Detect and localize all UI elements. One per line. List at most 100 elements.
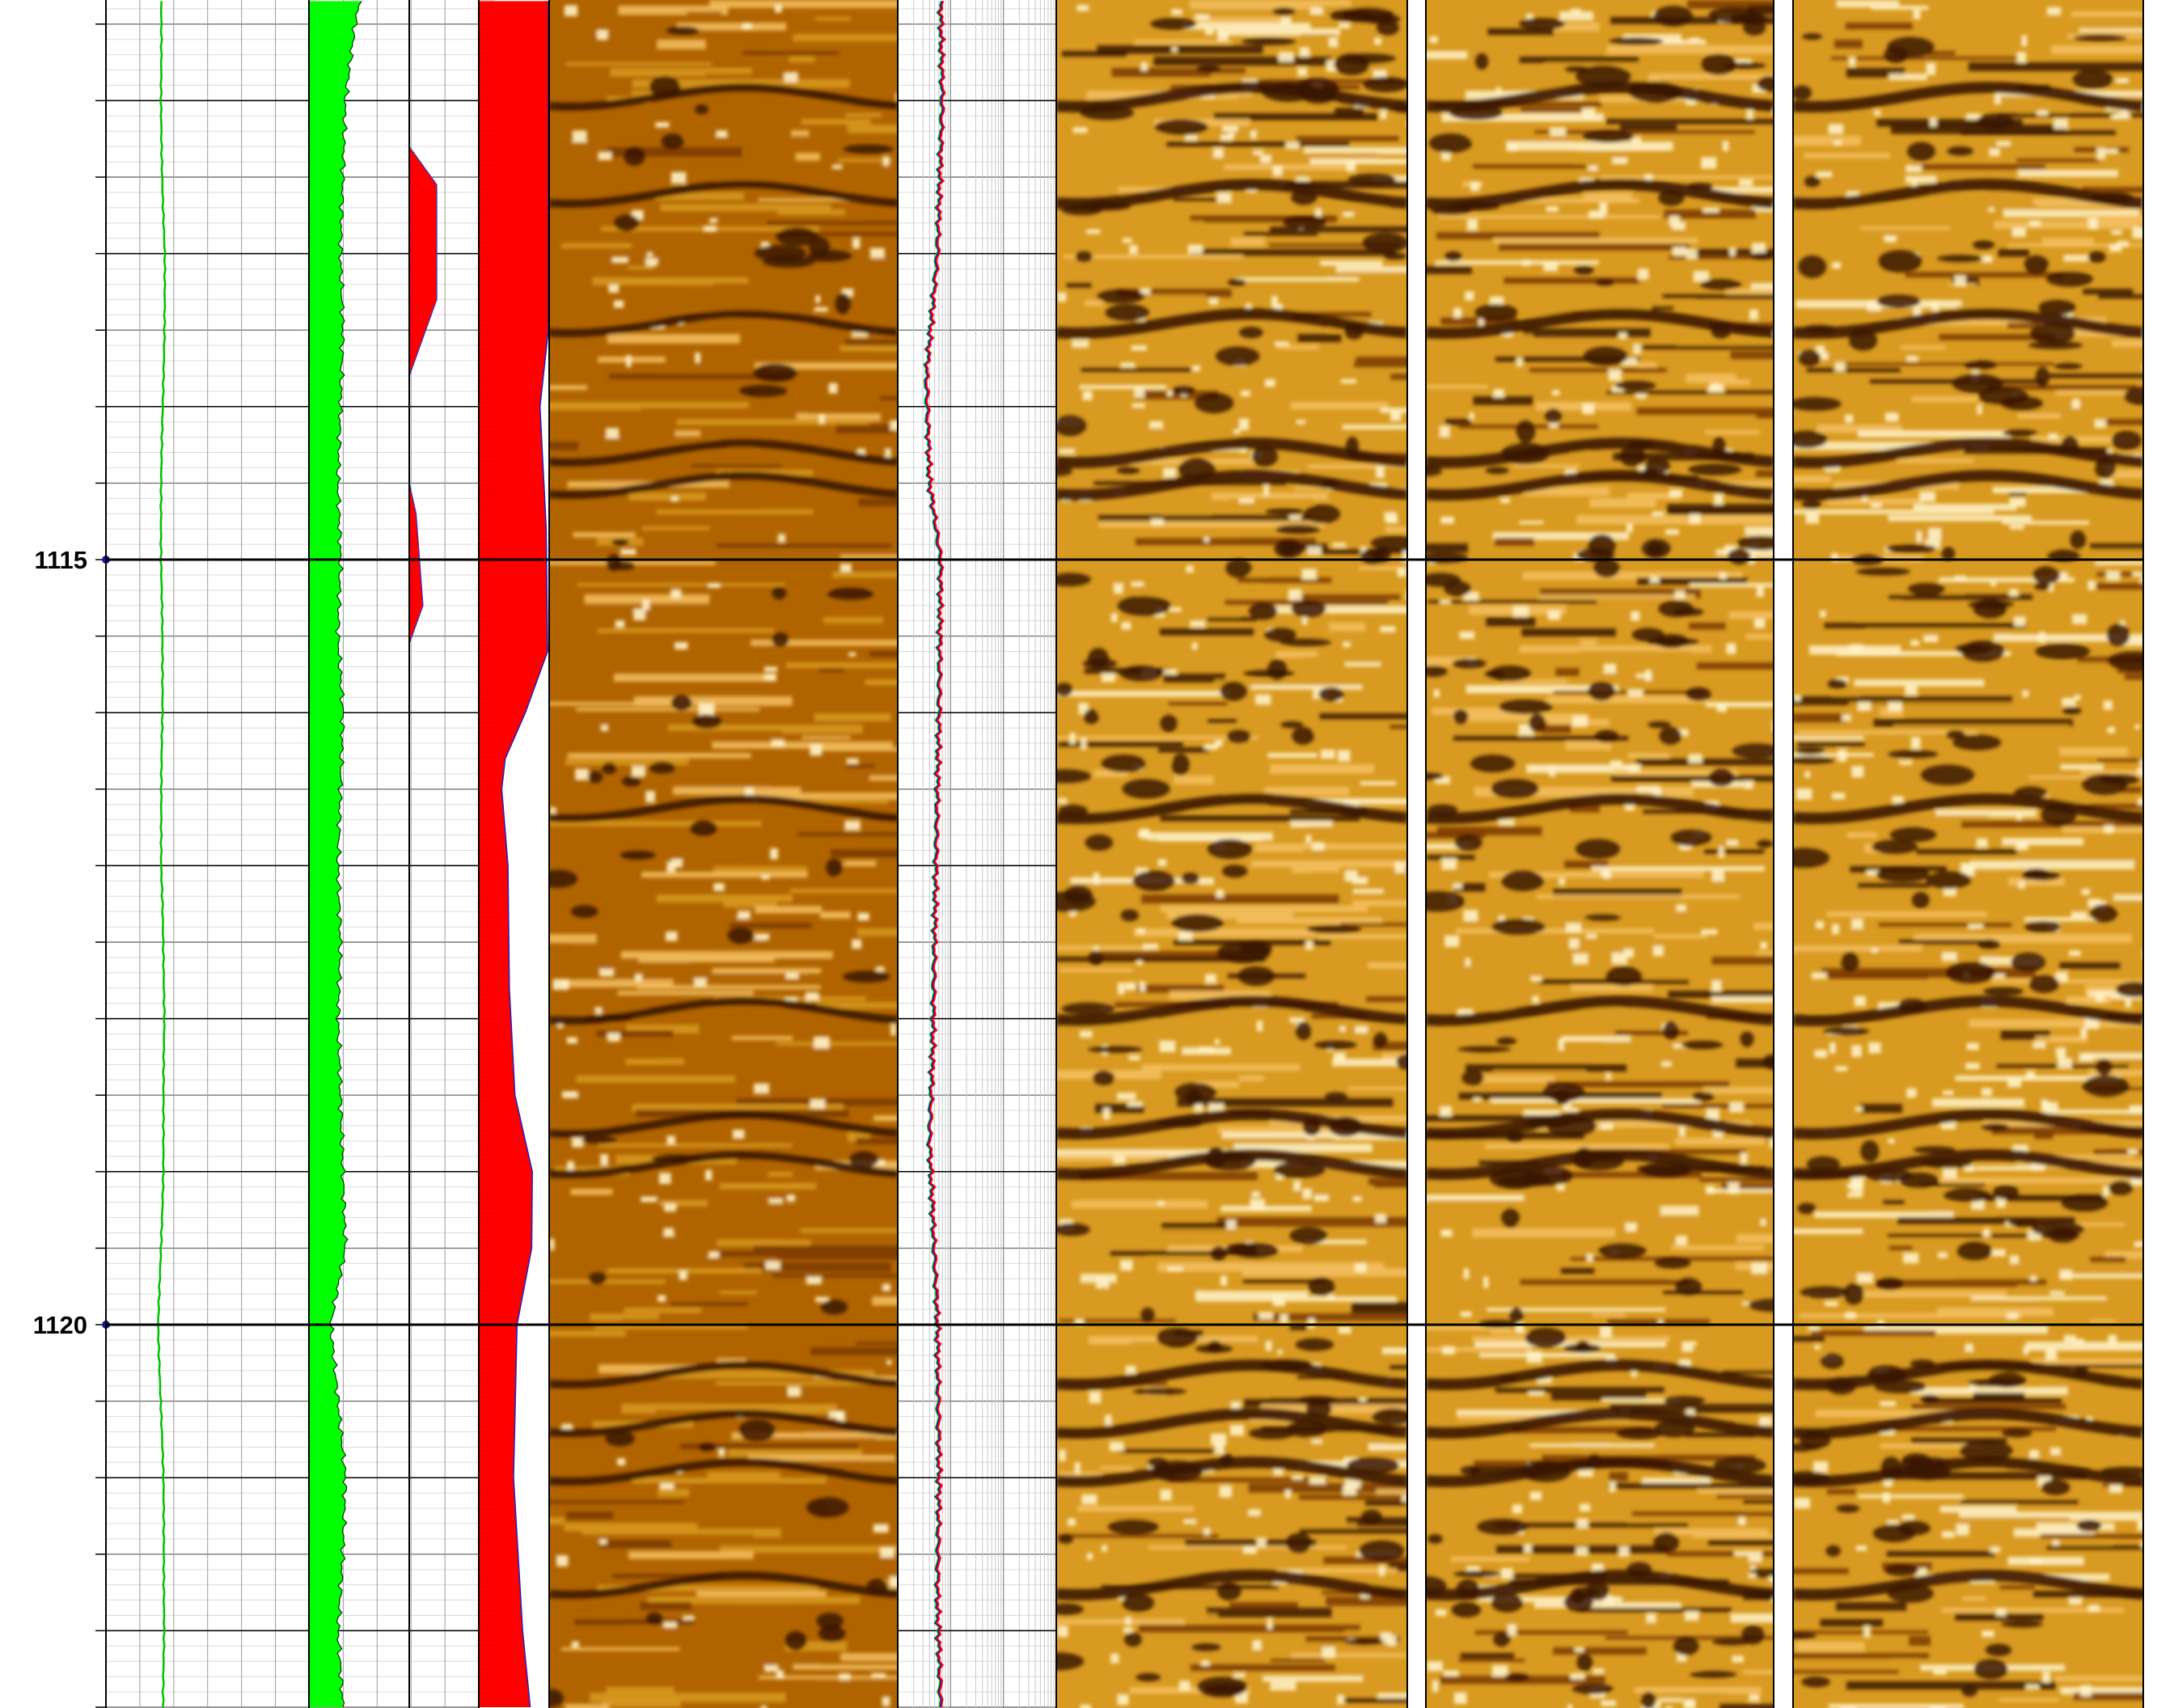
image-streak xyxy=(1620,1664,1700,1670)
image-streak xyxy=(2093,1149,2143,1155)
image-streak xyxy=(1364,1500,1407,1506)
image-bright-spot xyxy=(1678,1126,1685,1137)
image-streak xyxy=(1504,277,1639,284)
image-bedding-band xyxy=(549,180,898,209)
image-streak xyxy=(1101,951,1246,960)
image-bright-spot xyxy=(2046,6,2062,15)
image-streak xyxy=(877,1579,898,1584)
image-streak xyxy=(1793,1421,1828,1428)
image-streak xyxy=(790,889,898,894)
image-streak xyxy=(1486,1308,1666,1312)
image-dark-blob xyxy=(1056,769,1092,784)
image-streak xyxy=(576,1076,735,1083)
image-streak xyxy=(1748,6,1774,15)
image-streak xyxy=(1743,1506,1774,1511)
image-dark-blob xyxy=(1793,756,1835,764)
image-streak xyxy=(1929,1206,1995,1215)
image-streak xyxy=(1866,628,2011,635)
depth-label: 1120 xyxy=(33,1311,87,1339)
image-dark-blob xyxy=(1489,665,1531,682)
track-frames xyxy=(105,0,2144,1708)
image-streak xyxy=(1264,787,1350,796)
image-dark-blob xyxy=(1583,346,1628,366)
image-bright-spot xyxy=(1580,1503,1591,1511)
image-streak xyxy=(1962,1455,2143,1464)
image-bright-spot xyxy=(1351,877,1368,885)
image-streak xyxy=(1975,781,2070,788)
image-streak xyxy=(567,753,751,759)
image-dark-blob xyxy=(1280,721,1304,729)
image-bright-spot xyxy=(1689,37,1701,42)
image-streak xyxy=(572,945,612,955)
image-dark-blob xyxy=(1132,1388,1186,1395)
image-streak xyxy=(2062,827,2143,834)
image-streak xyxy=(776,1042,898,1046)
image-bright-spot xyxy=(831,164,843,169)
image-bright-spot xyxy=(2010,1255,2020,1264)
image-dark-blob xyxy=(1614,380,1656,391)
image-dark-blob xyxy=(1491,779,1539,799)
image-streak xyxy=(1139,1625,1360,1633)
image-bright-spot xyxy=(1139,981,1146,992)
image-streak xyxy=(2058,1274,2143,1279)
image-streak xyxy=(2081,770,2143,776)
image-streak xyxy=(1593,1053,1690,1060)
image-streak xyxy=(598,476,643,481)
image-bright-spot xyxy=(1910,640,1920,646)
image-streak xyxy=(1254,843,1407,852)
image-streak xyxy=(1174,776,1214,784)
image-dark-blob xyxy=(2028,341,2083,349)
image-dark-blob xyxy=(1793,848,1829,869)
image-bright-spot xyxy=(1586,1254,1593,1262)
image-dark-blob xyxy=(1793,430,1828,449)
image-dark-blob xyxy=(2002,429,2038,437)
image-streak xyxy=(1743,1500,1774,1504)
image-streak xyxy=(625,1059,684,1065)
image-bright-spot xyxy=(1910,737,1921,750)
image-dark-blob xyxy=(1576,547,1615,562)
image-streak xyxy=(1340,1670,1402,1675)
image-bright-spot xyxy=(1981,1088,1992,1097)
image-dark-blob xyxy=(1058,1534,1073,1544)
image-bright-spot xyxy=(1612,385,1624,392)
image-streak xyxy=(1273,1704,1337,1708)
image-streak xyxy=(1541,725,1571,734)
image-streak xyxy=(1793,476,1831,483)
image-streak xyxy=(675,289,789,294)
image-streak xyxy=(1509,1025,1700,1029)
image-streak xyxy=(1797,742,1865,746)
image-dark-blob xyxy=(1195,392,1234,414)
image-streak xyxy=(1654,1528,1769,1535)
image-streak xyxy=(1793,713,1849,723)
image-bright-spot xyxy=(1313,1194,1329,1202)
image-streak xyxy=(1793,736,1864,741)
image-streak xyxy=(1318,934,1407,940)
image-streak xyxy=(1959,1511,2143,1521)
image-bright-spot xyxy=(1463,910,1478,922)
image-bright-spot xyxy=(1942,1168,1957,1179)
image-dark-blob xyxy=(1793,396,1842,412)
image-bright-spot xyxy=(1296,176,1310,181)
image-bright-spot xyxy=(1129,245,1138,255)
image-streak xyxy=(2102,1483,2143,1487)
image-streak xyxy=(760,1461,898,1465)
image-streak xyxy=(1077,1506,1195,1512)
image-dark-blob xyxy=(602,762,617,775)
image-bright-spot xyxy=(1443,1670,1459,1676)
image-streak xyxy=(2017,413,2061,419)
image-streak xyxy=(1352,900,1407,907)
image-streak xyxy=(1495,1387,1664,1393)
image-bright-spot xyxy=(890,1024,896,1036)
image-bright-spot xyxy=(1117,1694,1129,1706)
image-streak xyxy=(847,1132,870,1142)
image-bedding-band xyxy=(1426,1407,1774,1440)
image-streak xyxy=(2002,521,2090,525)
image-dark-blob xyxy=(1308,1277,1335,1296)
image-bright-spot xyxy=(1463,591,1479,601)
image-streak xyxy=(1308,464,1407,469)
image-streak xyxy=(1081,368,1193,372)
image-bedding-band xyxy=(1793,469,2143,501)
image-bedding-band xyxy=(1426,1148,1774,1181)
image-streak xyxy=(2082,187,2143,193)
image-bright-spot xyxy=(1057,292,1067,302)
